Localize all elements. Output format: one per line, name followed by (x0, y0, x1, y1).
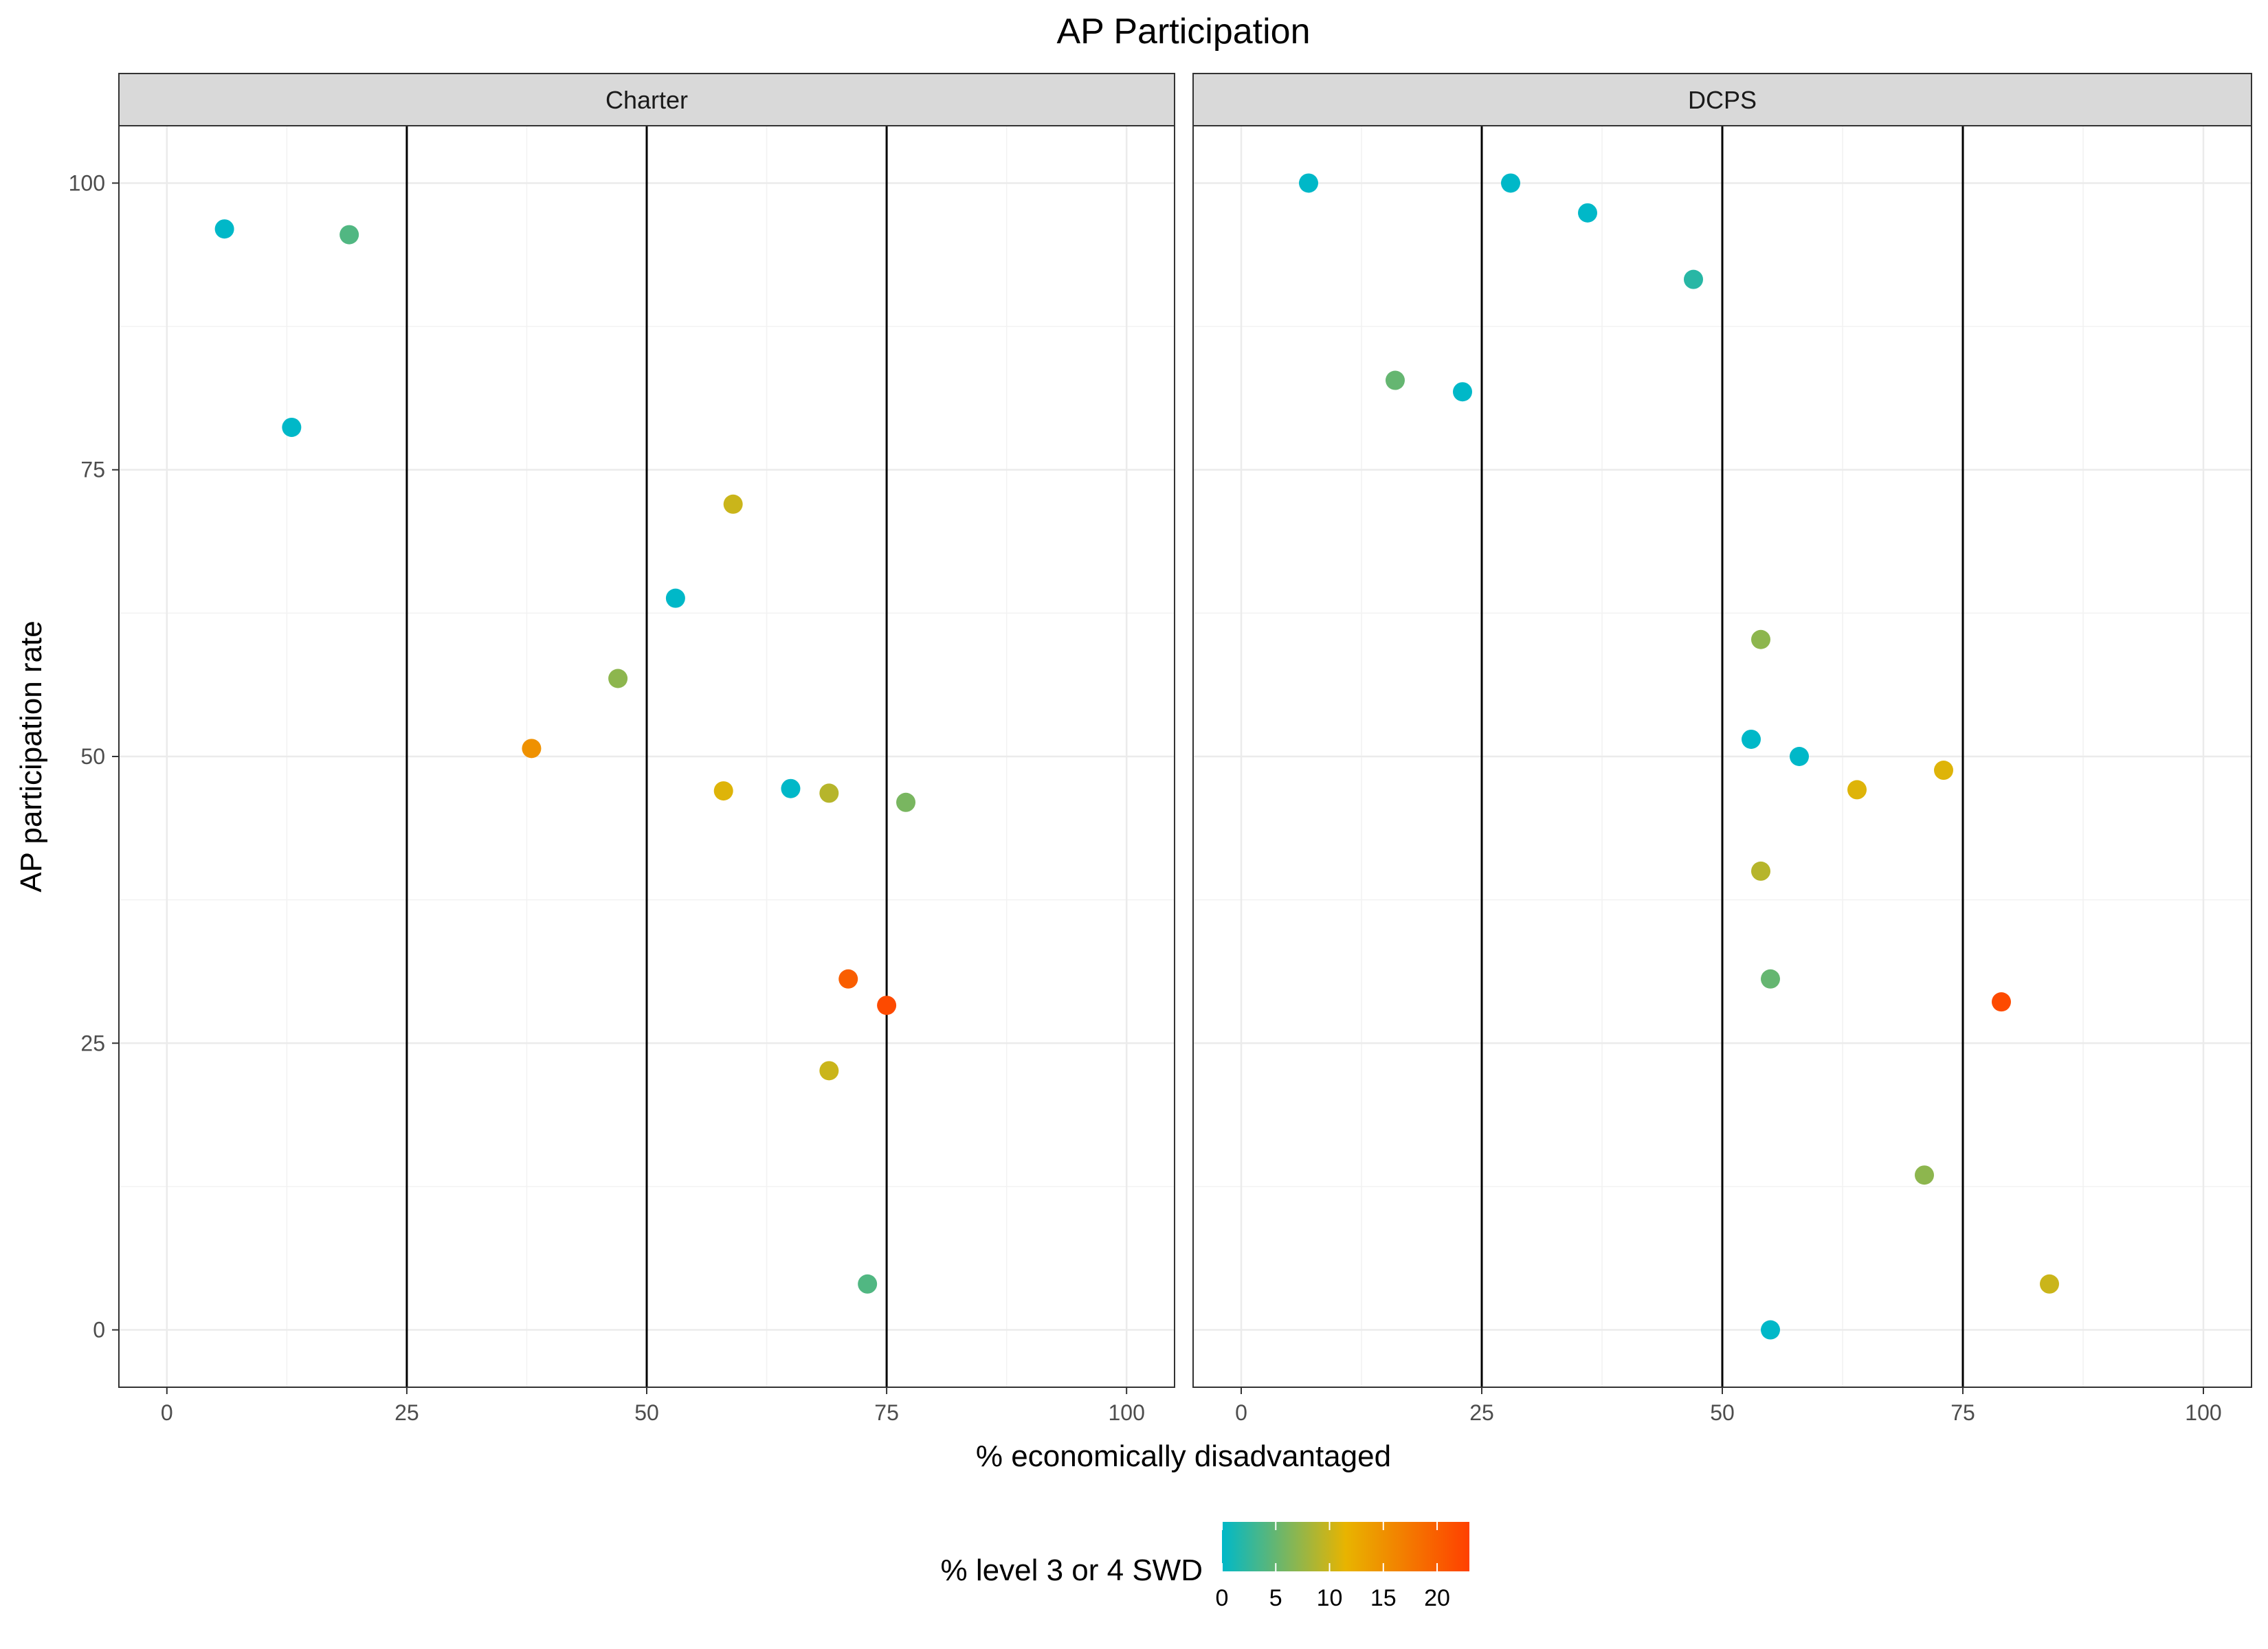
x-tick-label: 50 (1710, 1400, 1735, 1425)
panel-charter: Charter 0 25 50 75 100 (118, 73, 1175, 1425)
data-point-dcps (1761, 969, 1780, 989)
legend-title: % level 3 or 4 SWD (941, 1553, 1203, 1587)
data-point-dcps (1790, 747, 1809, 766)
data-point-charter (838, 969, 858, 989)
x-tick-label: 100 (2185, 1400, 2221, 1425)
data-point-dcps (1578, 203, 1597, 223)
data-point-charter (781, 778, 801, 798)
data-point-charter (522, 739, 542, 759)
data-point-dcps (1992, 992, 2011, 1012)
x-tick-label: 0 (161, 1400, 173, 1425)
y-axis-title: AP participation rate (14, 620, 48, 892)
y-tick-label: 50 (80, 744, 105, 769)
data-point-charter (665, 588, 685, 608)
color-legend: % level 3 or 4 SWD 0 5 10 15 20 (941, 1522, 1469, 1611)
data-point-dcps (1934, 761, 1953, 781)
panel-dcps-strip (1192, 73, 2252, 126)
legend-tick-label: 5 (1269, 1585, 1282, 1611)
data-point-dcps (1501, 173, 1520, 193)
y-axis: 0 25 50 75 100 (69, 170, 119, 1343)
panel-charter-strip (118, 73, 1175, 126)
x-tick-label: 100 (1108, 1400, 1144, 1425)
data-point-charter (896, 792, 916, 812)
legend-tick-label: 0 (1216, 1585, 1229, 1611)
data-point-charter (214, 219, 234, 239)
x-tick-label: 25 (394, 1400, 419, 1425)
x-tick-label: 25 (1469, 1400, 1494, 1425)
y-tick-label: 100 (69, 170, 105, 195)
data-point-charter (713, 781, 733, 801)
data-point-dcps (1386, 370, 1405, 390)
data-point-charter (819, 1061, 839, 1081)
y-tick-label: 75 (80, 458, 105, 482)
chart-title: AP Participation (1056, 12, 1310, 52)
data-point-dcps (1751, 861, 1770, 881)
data-point-charter (819, 783, 839, 803)
data-point-dcps (1299, 173, 1318, 193)
legend-tick-label: 10 (1317, 1585, 1343, 1611)
legend-tick-label: 15 (1370, 1585, 1397, 1611)
x-tick-label: 50 (634, 1400, 659, 1425)
x-axis-title: % economically disadvantaged (976, 1439, 1391, 1473)
x-tick-label: 75 (1950, 1400, 1975, 1425)
data-point-dcps (1847, 780, 1867, 800)
data-point-dcps (1742, 729, 1761, 749)
data-point-dcps (1453, 382, 1472, 402)
data-point-charter (723, 494, 743, 514)
data-point-dcps (1761, 1320, 1780, 1340)
y-tick-label: 0 (93, 1318, 105, 1343)
data-point-dcps (1915, 1165, 1934, 1185)
data-point-charter (858, 1274, 878, 1294)
legend-tick-label: 20 (1424, 1585, 1450, 1611)
data-point-charter (877, 996, 897, 1016)
data-point-charter (340, 225, 359, 245)
panel-charter-label: Charter (605, 86, 688, 114)
x-tick-label: 0 (1235, 1400, 1247, 1425)
panel-dcps: DCPS 0 25 50 75 100 (1192, 73, 2252, 1425)
data-point-dcps (1684, 269, 1703, 289)
data-point-dcps (2040, 1274, 2059, 1294)
data-point-charter (608, 669, 628, 688)
legend-colorbar (1222, 1522, 1469, 1571)
data-point-charter (282, 417, 302, 437)
x-tick-label: 75 (874, 1400, 899, 1425)
panel-dcps-label: DCPS (1688, 86, 1757, 114)
data-point-dcps (1751, 629, 1770, 649)
y-tick-label: 25 (80, 1031, 105, 1055)
